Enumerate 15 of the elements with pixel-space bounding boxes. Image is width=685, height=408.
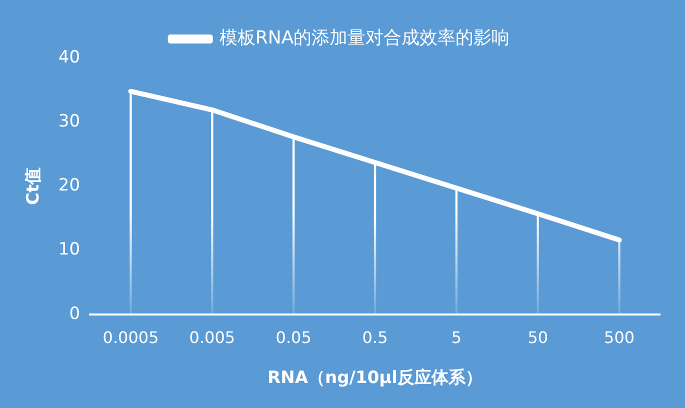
y-tick-label: 10 <box>58 240 80 260</box>
y-axis-title: Ct值 <box>24 167 44 206</box>
x-tick-label: 0.005 <box>189 328 236 348</box>
x-tick-label: 500 <box>604 328 635 348</box>
x-tick-label: 5 <box>451 328 462 348</box>
x-tick-label: 50 <box>528 328 548 348</box>
y-tick-label: 20 <box>58 176 80 196</box>
x-tick-label: 0.05 <box>276 328 312 348</box>
y-tick-label: 0 <box>69 304 80 324</box>
x-tick-label: 0.5 <box>362 328 388 348</box>
x-axis-title: RNA（ng/10μl反应体系） <box>268 368 482 388</box>
y-tick-label: 30 <box>58 112 80 132</box>
x-tick-label: 0.0005 <box>102 328 159 348</box>
legend-label: 模板RNA的添加量对合成效率的影响 <box>219 28 510 49</box>
y-tick-label: 40 <box>58 47 80 68</box>
